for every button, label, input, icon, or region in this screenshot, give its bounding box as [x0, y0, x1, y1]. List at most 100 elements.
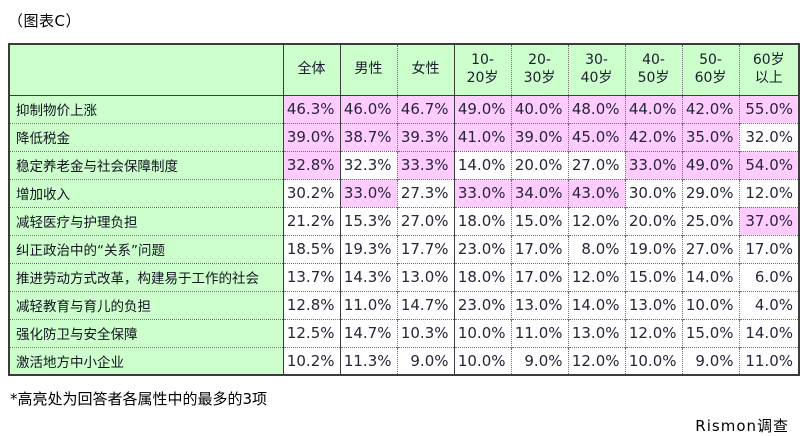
value-cell: 27.3% — [397, 178, 455, 207]
value-cell: 10.2% — [283, 346, 341, 375]
value-cell-highlighted: 46.0% — [340, 94, 398, 123]
value-cell: 13.0% — [568, 318, 626, 347]
value-cell: 12.8% — [283, 290, 341, 319]
value-cell: 13.0% — [397, 262, 455, 291]
value-cell: 15.0% — [682, 318, 740, 347]
value-cell: 9.0% — [511, 346, 569, 375]
value-cell-highlighted: 55.0% — [739, 94, 799, 123]
column-header-male: 男性 — [340, 44, 398, 96]
value-cell: 11.3% — [340, 346, 398, 375]
value-cell-highlighted: 37.0% — [739, 206, 799, 235]
row-label: 抑制物价上涨 — [9, 94, 284, 123]
row-label: 激活地方中小企业 — [9, 346, 284, 375]
value-cell: 9.0% — [397, 346, 455, 375]
value-cell: 10.3% — [397, 318, 455, 347]
value-cell-highlighted: 46.3% — [283, 94, 341, 123]
value-cell: 11.0% — [739, 346, 799, 375]
value-cell: 17.0% — [511, 262, 569, 291]
highlight-footnote: *高亮处为回答者各属性中的最多的3项 — [10, 390, 268, 408]
value-cell: 29.0% — [682, 178, 740, 207]
column-header-female: 女性 — [397, 44, 455, 96]
value-cell: 18.5% — [283, 234, 341, 263]
value-cell: 10.0% — [625, 346, 683, 375]
value-cell-highlighted: 49.0% — [682, 150, 740, 179]
value-cell-highlighted: 38.7% — [340, 122, 398, 151]
value-cell-highlighted: 33.0% — [340, 178, 398, 207]
table-row: 增加收入 30.2% 33.0% 27.3% 33.0% 34.0% 43.0% 30.0% 2… — [9, 178, 799, 207]
value-cell: 25.0% — [682, 206, 740, 235]
value-cell: 4.0% — [739, 290, 799, 319]
value-cell: 12.0% — [568, 262, 626, 291]
corner-cell — [9, 44, 284, 96]
table-header: 全体 男性 女性 10- 20岁 20- 30岁 30- 40岁 40- 50岁… — [9, 44, 799, 96]
table-row: 推进劳动方式改革，构建易于工作的社会 13.7% 14.3% 13.0% 18.0% 17… — [9, 262, 799, 291]
value-cell-highlighted: 42.0% — [625, 122, 683, 151]
value-cell: 15.0% — [511, 206, 569, 235]
value-cell-highlighted: 33.0% — [454, 178, 512, 207]
value-cell-highlighted: 34.0% — [511, 178, 569, 207]
value-cell: 15.0% — [625, 262, 683, 291]
table-row: 减轻教育与育儿的负担 12.8% 11.0% 14.7% 23.0% 13.0% 14.0%… — [9, 290, 799, 319]
value-cell-highlighted: 43.0% — [568, 178, 626, 207]
value-cell: 10.0% — [682, 290, 740, 319]
value-cell: 19.3% — [340, 234, 398, 263]
column-header-age-40-50: 40- 50岁 — [625, 44, 683, 96]
value-cell: 18.0% — [454, 206, 512, 235]
value-cell: 8.0% — [568, 234, 626, 263]
header-row: 全体 男性 女性 10- 20岁 20- 30岁 30- 40岁 40- 50岁… — [9, 44, 799, 96]
value-cell: 23.0% — [454, 290, 512, 319]
value-cell: 14.7% — [340, 318, 398, 347]
value-cell: 15.3% — [340, 206, 398, 235]
value-cell-highlighted: 41.0% — [454, 122, 512, 151]
table-body: 抑制物价上涨 46.3% 46.0% 46.7% 49.0% 40.0% 48.0% 44.0… — [9, 94, 799, 375]
value-cell: 23.0% — [454, 234, 512, 263]
value-cell: 12.0% — [625, 318, 683, 347]
column-header-age-10-20: 10- 20岁 — [454, 44, 512, 96]
value-cell: 12.0% — [739, 178, 799, 207]
column-header-age-20-30: 20- 30岁 — [511, 44, 569, 96]
value-cell-highlighted: 44.0% — [625, 94, 683, 123]
value-cell-highlighted: 40.0% — [511, 94, 569, 123]
value-cell-highlighted: 39.0% — [511, 122, 569, 151]
value-cell: 20.0% — [511, 150, 569, 179]
survey-table: 全体 男性 女性 10- 20岁 20- 30岁 30- 40岁 40- 50岁… — [8, 43, 800, 376]
row-label: 减轻医疗与护理负担 — [9, 206, 284, 235]
value-cell: 12.0% — [568, 206, 626, 235]
row-label: 纠正政治中的“关系”问题 — [9, 234, 284, 263]
table-row: 激活地方中小企业 10.2% 11.3% 9.0% 10.0% 9.0% 12.0% 10.0… — [9, 346, 799, 375]
row-label: 强化防卫与安全保障 — [9, 318, 284, 347]
value-cell: 6.0% — [739, 262, 799, 291]
value-cell: 12.5% — [283, 318, 341, 347]
value-cell: 10.0% — [454, 318, 512, 347]
value-cell: 32.3% — [340, 150, 398, 179]
value-cell-highlighted: 49.0% — [454, 94, 512, 123]
value-cell: 14.0% — [682, 262, 740, 291]
value-cell: 27.0% — [682, 234, 740, 263]
value-cell: 10.0% — [454, 346, 512, 375]
row-label: 降低税金 — [9, 122, 284, 151]
table-row: 减轻医疗与护理负担 21.2% 15.3% 27.0% 18.0% 15.0% 12.0% 2… — [9, 206, 799, 235]
value-cell-highlighted: 39.3% — [397, 122, 455, 151]
value-cell-highlighted: 39.0% — [283, 122, 341, 151]
value-cell: 12.0% — [568, 346, 626, 375]
table-row: 抑制物价上涨 46.3% 46.0% 46.7% 49.0% 40.0% 48.0% 44.0… — [9, 94, 799, 123]
row-label: 推进劳动方式改革，构建易于工作的社会 — [9, 262, 284, 291]
value-cell: 20.0% — [625, 206, 683, 235]
value-cell: 17.0% — [511, 234, 569, 263]
table-row: 稳定养老金与社会保障制度 32.8% 32.3% 33.3% 14.0% 20.0% 27.… — [9, 150, 799, 179]
value-cell: 32.0% — [739, 122, 799, 151]
value-cell: 21.2% — [283, 206, 341, 235]
value-cell: 14.3% — [340, 262, 398, 291]
value-cell-highlighted: 42.0% — [682, 94, 740, 123]
value-cell: 17.7% — [397, 234, 455, 263]
table-row: 强化防卫与安全保障 12.5% 14.7% 10.3% 10.0% 11.0% 13.0% 1… — [9, 318, 799, 347]
value-cell: 30.2% — [283, 178, 341, 207]
chart-title: （图表C） — [8, 12, 81, 30]
value-cell: 13.0% — [625, 290, 683, 319]
value-cell: 19.0% — [625, 234, 683, 263]
value-cell: 14.0% — [739, 318, 799, 347]
column-header-age-50-60: 50- 60岁 — [682, 44, 740, 96]
value-cell: 13.7% — [283, 262, 341, 291]
value-cell: 27.0% — [397, 206, 455, 235]
value-cell: 14.7% — [397, 290, 455, 319]
